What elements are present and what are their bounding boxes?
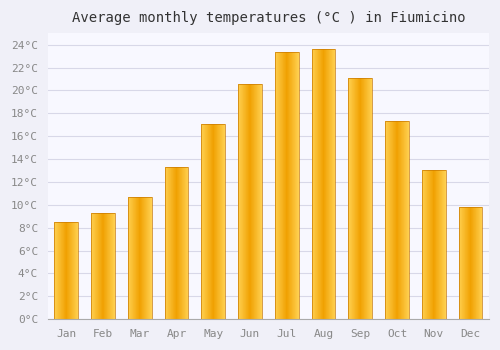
Bar (312, 49, 336, 319)
Bar (348, 78, 372, 319)
Bar (54, 222, 78, 319)
Bar (275, 51, 298, 319)
Bar (91, 213, 115, 319)
Bar (458, 207, 482, 319)
Title: Average monthly temperatures (°C ) in Fiumicino: Average monthly temperatures (°C ) in Fi… (72, 11, 465, 25)
Bar (238, 84, 262, 319)
Bar (202, 124, 225, 319)
Bar (422, 170, 446, 319)
Bar (128, 197, 152, 319)
Bar (164, 167, 188, 319)
Bar (385, 121, 409, 319)
